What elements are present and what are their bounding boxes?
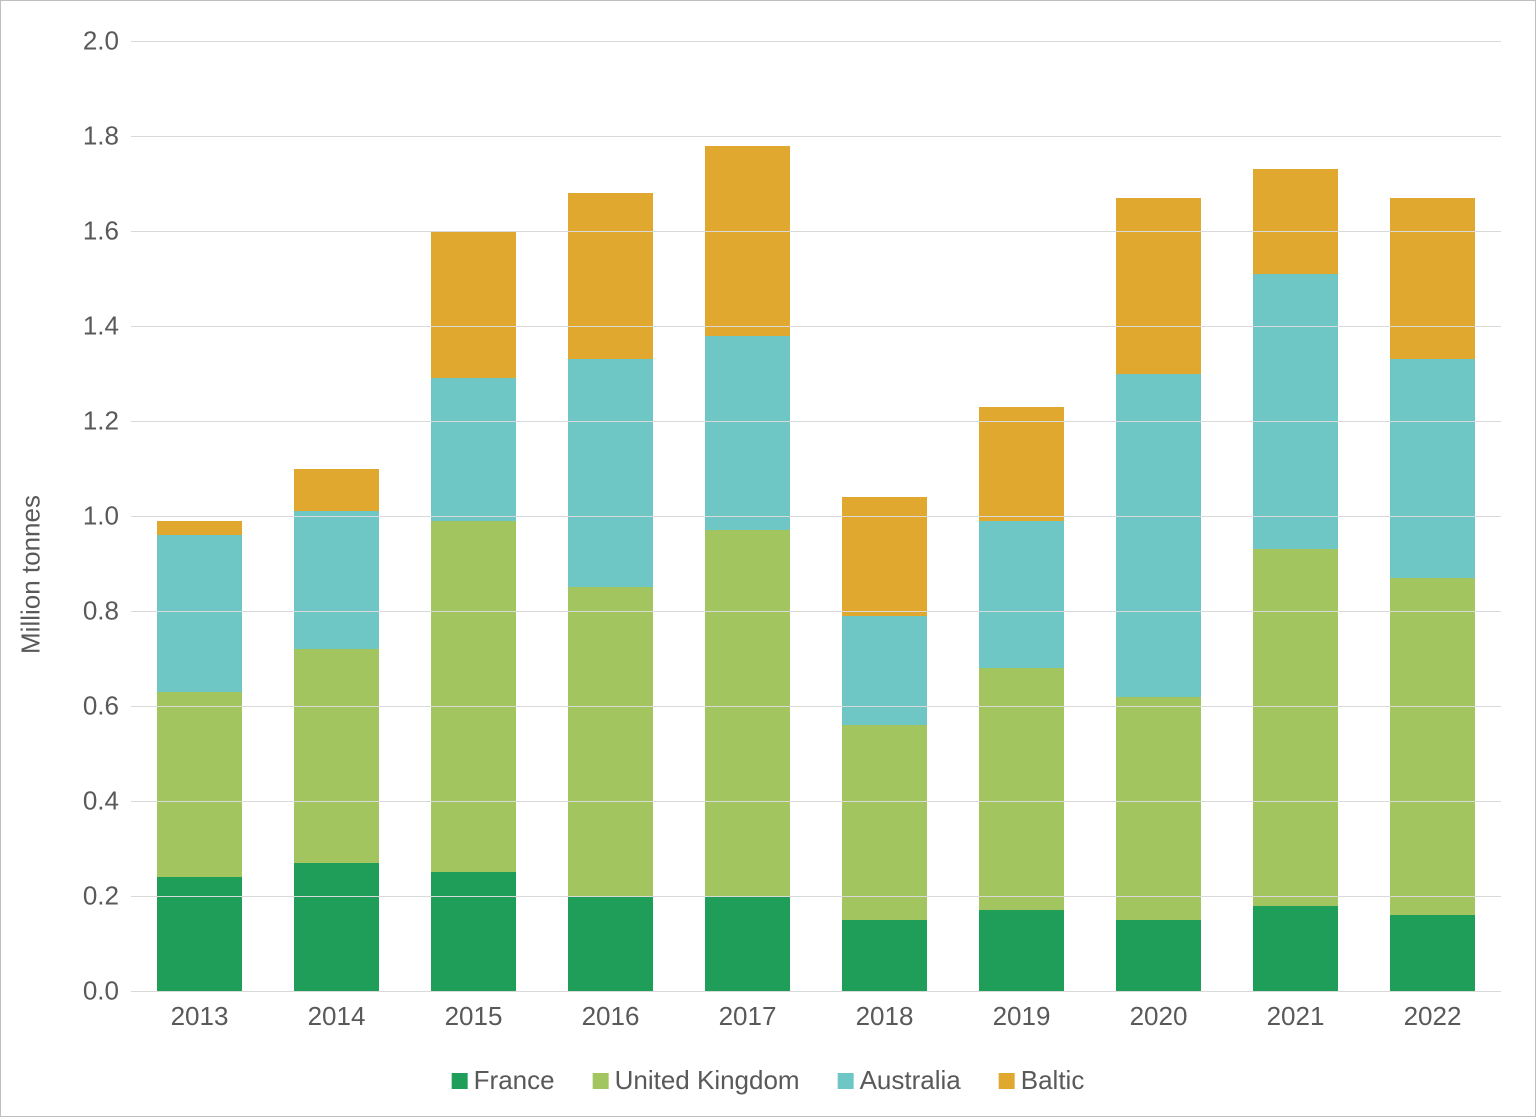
bar-segment [979,407,1064,521]
grid-line [131,421,1501,422]
bar-segment [705,530,790,896]
y-tick-label: 0.0 [59,976,119,1007]
bar-segment [1253,169,1338,274]
y-tick-label: 1.0 [59,501,119,532]
bar-segment [157,877,242,991]
x-tick-label: 2021 [1267,1001,1325,1032]
legend-item: Australia [838,1065,961,1096]
bar-segment [431,521,516,873]
bar-segment [1390,915,1475,991]
bar-segment [157,692,242,877]
bar-segment [294,469,379,512]
y-tick-label: 0.8 [59,596,119,627]
bar-segment [842,920,927,991]
bar-segment [431,378,516,521]
bar-segment [568,193,653,359]
bar-segment [1116,697,1201,920]
bar-segment [979,668,1064,910]
bar-segment [1390,359,1475,578]
legend-label: Australia [860,1065,961,1096]
y-tick-label: 1.4 [59,311,119,342]
chart-container: Million tonnes France United Kingdom Austr… [0,0,1536,1117]
x-tick-label: 2019 [993,1001,1051,1032]
bar-segment [979,910,1064,991]
bar-segment [1390,198,1475,360]
x-tick-label: 2018 [856,1001,914,1032]
bar-segment [1116,920,1201,991]
legend-label: France [474,1065,555,1096]
y-tick-label: 1.8 [59,121,119,152]
bar-segment [1116,198,1201,374]
grid-line [131,896,1501,897]
bar-segment [294,649,379,863]
legend-item: United Kingdom [593,1065,800,1096]
legend-item: France [452,1065,555,1096]
bar-segment [157,521,242,535]
y-tick-label: 0.2 [59,881,119,912]
grid-line [131,136,1501,137]
legend-label: United Kingdom [615,1065,800,1096]
grid-line [131,231,1501,232]
bar-segment [568,359,653,587]
bar-segment [842,725,927,920]
y-tick-label: 1.6 [59,216,119,247]
bar-segment [842,497,927,616]
bar-segment [705,146,790,336]
grid-line [131,516,1501,517]
bar-segment [842,616,927,725]
bar-segment [431,231,516,378]
legend: France United Kingdom Australia Baltic [452,1065,1085,1096]
legend-item: Baltic [999,1065,1085,1096]
bar-segment [1390,578,1475,915]
legend-swatch [838,1073,854,1089]
plot-area [131,41,1501,991]
x-tick-label: 2020 [1130,1001,1188,1032]
bar-segment [294,511,379,649]
bar-segment [979,521,1064,668]
bar-segment [1253,549,1338,905]
y-tick-label: 0.4 [59,786,119,817]
bar-segment [568,896,653,991]
legend-swatch [593,1073,609,1089]
y-tick-label: 0.6 [59,691,119,722]
y-tick-label: 1.2 [59,406,119,437]
bar-segment [294,863,379,991]
x-tick-label: 2022 [1404,1001,1462,1032]
legend-swatch [999,1073,1015,1089]
bar-segment [705,896,790,991]
x-tick-label: 2014 [308,1001,366,1032]
bar-segment [1253,906,1338,992]
bar-segment [705,336,790,531]
x-tick-label: 2013 [171,1001,229,1032]
grid-line [131,41,1501,42]
grid-line [131,801,1501,802]
grid-line [131,611,1501,612]
grid-line [131,991,1501,992]
legend-label: Baltic [1021,1065,1085,1096]
y-axis-title: Million tonnes [16,495,47,654]
x-tick-label: 2016 [582,1001,640,1032]
bar-segment [1253,274,1338,550]
grid-line [131,706,1501,707]
bar-segment [157,535,242,692]
grid-line [131,326,1501,327]
bar-segment [568,587,653,896]
y-tick-label: 2.0 [59,26,119,57]
legend-swatch [452,1073,468,1089]
bar-segment [431,872,516,991]
x-tick-label: 2017 [719,1001,777,1032]
x-tick-label: 2015 [445,1001,503,1032]
